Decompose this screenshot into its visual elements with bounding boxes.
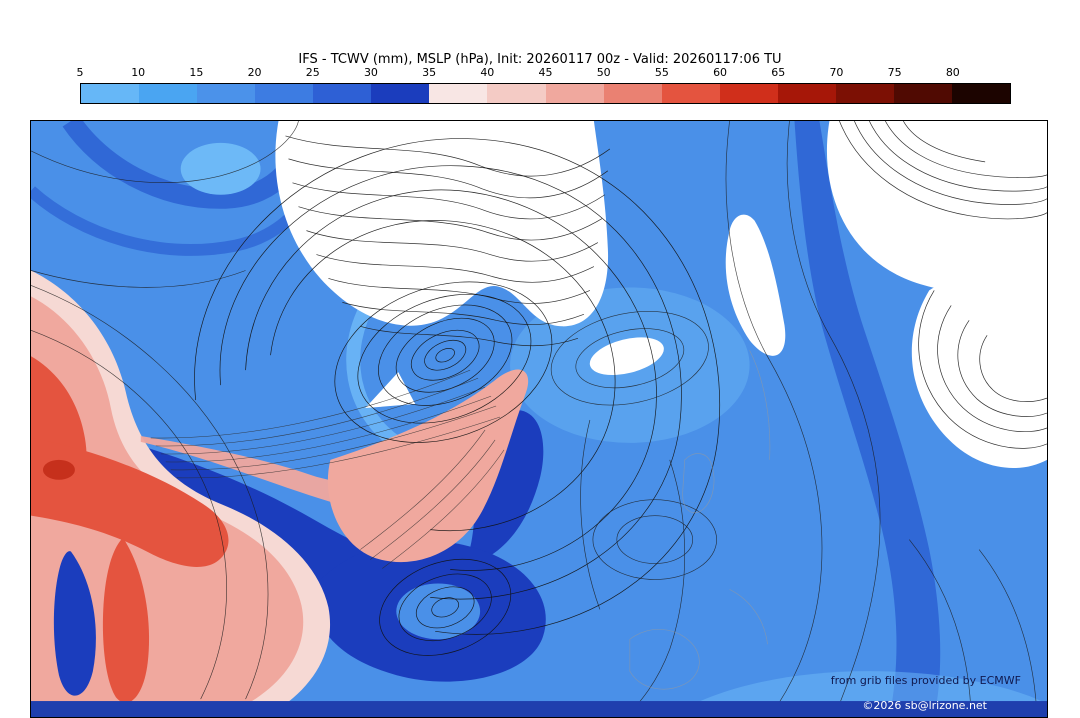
tcwv-warm-layer [31, 270, 529, 717]
colorbar-tick-label: 55 [654, 66, 669, 79]
colorbar-tick-label: 20 [247, 66, 262, 79]
colorbar-segment-45-50 [545, 84, 604, 103]
colorbar-tick-label: 50 [596, 66, 611, 79]
colorbar-segment-35-40 [429, 84, 488, 103]
colorbar-tick-label: 5 [76, 66, 84, 79]
red-core-2 [31, 437, 229, 567]
colorbar-segment-50-55 [603, 84, 662, 103]
page-title: IFS - TCWV (mm), MSLP (hPa), Init: 20260… [298, 52, 782, 67]
colorbar-segment-15-20 [197, 84, 256, 103]
coastlines [629, 350, 771, 690]
colorbar-tick-label: 15 [189, 66, 204, 79]
tcwv-blue-layer [31, 121, 1047, 717]
colorbar-segment-60-65 [719, 84, 778, 103]
dark-red-spot [42, 459, 75, 480]
colorbar-tick-label: 75 [887, 66, 902, 79]
colorbar-segment-5-10 [81, 84, 140, 103]
colorbar-tick-label: 45 [538, 66, 553, 79]
norway-white-strip [725, 214, 786, 356]
weather-map: from grib files provided by ECMWF ©2026 … [30, 120, 1048, 718]
colorbar-segments [80, 83, 1011, 104]
mslp-contours-frontal-zone [150, 369, 505, 569]
iceland-white-patch [589, 337, 664, 376]
weather-map-svg [31, 121, 1047, 717]
mslp-contours-regional [31, 121, 1038, 717]
colorbar-tick-label: 35 [422, 66, 437, 79]
colorbar-tick-label: 25 [305, 66, 320, 79]
colorbar-tick-label: 80 [945, 66, 960, 79]
attribution-source: from grib files provided by ECMWF [830, 674, 1021, 687]
far-right-white-region [911, 273, 1047, 469]
greenland-white-region [275, 121, 609, 327]
colorbar-segment-10-15 [139, 84, 198, 103]
colorbar-segment-30-35 [371, 84, 430, 103]
colorbar-tick-label: 70 [829, 66, 844, 79]
colorbar-ticks: 5 10 15 20 25 30 35 40 45 50 55 60 65 70 75 80 [76, 66, 1011, 80]
red-streak [102, 537, 150, 703]
colorbar-tick-label: 10 [131, 66, 146, 79]
mslp-contours-main-low [194, 138, 721, 635]
curl-inner-opening [396, 583, 481, 640]
attribution-copyright: ©2026 sb@lrizone.net [862, 699, 987, 712]
colorbar-segment-80+ [951, 84, 1010, 103]
colorbar-segment-75-80 [893, 84, 952, 103]
colorbar-segment-65-70 [777, 84, 836, 103]
colorbar-segment-40-45 [487, 84, 546, 103]
mslp-contours-upper-right [839, 121, 1047, 449]
colorbar-tick-label: 60 [713, 66, 728, 79]
colorbar-segment-55-60 [661, 84, 720, 103]
colorbar: 5 10 15 20 25 30 35 40 45 50 55 60 65 70 75 80 [76, 66, 1011, 104]
colorbar-segment-20-25 [255, 84, 314, 103]
pink-hook-wedge [327, 369, 529, 563]
mslp-contours-secondary-low [379, 558, 512, 656]
colorbar-tick-label: 30 [363, 66, 378, 79]
colorbar-segment-70-75 [835, 84, 894, 103]
bottom-data-strip [31, 701, 1047, 717]
upper-right-white-region [826, 121, 1047, 301]
low-tcwv-white-regions [275, 121, 1047, 469]
colorbar-tick-label: 40 [480, 66, 495, 79]
dry-slot-white-sliver [365, 372, 416, 409]
colorbar-segment-25-30 [313, 84, 372, 103]
navy-streak-over-pink [53, 551, 96, 696]
colorbar-tick-label: 65 [771, 66, 786, 79]
